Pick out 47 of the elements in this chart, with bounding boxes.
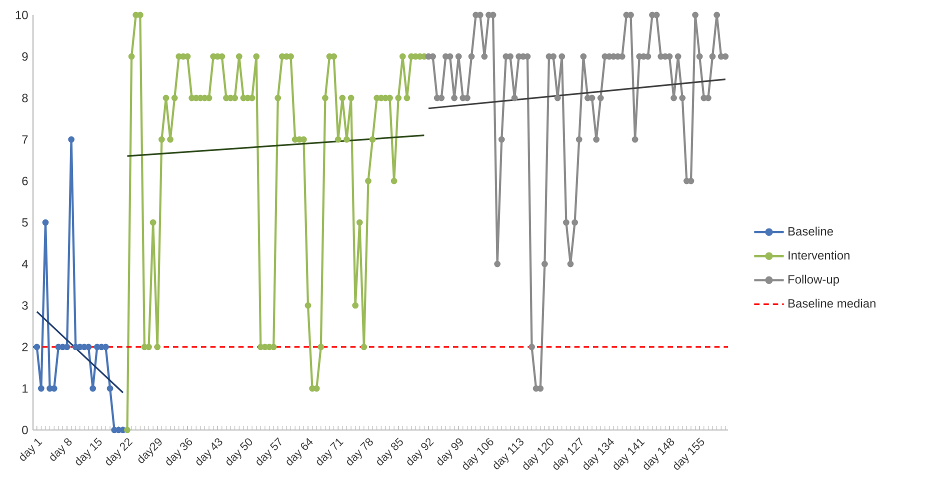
x-tick-label: day 127 <box>553 437 583 470</box>
x-tick-label: day 36 <box>166 438 192 466</box>
legend-label: Follow-up <box>788 274 840 286</box>
x-tick-label: day 99 <box>437 438 463 466</box>
x-tick-label: day 134 <box>583 438 614 470</box>
x-tick-label: day 71 <box>316 438 344 466</box>
point <box>106 385 114 392</box>
point <box>102 344 109 350</box>
legend-label: Baseline <box>788 226 834 236</box>
x-tick-label: day 120 <box>523 438 554 470</box>
y-tick-label: 1 <box>22 384 28 393</box>
x-tick-label: day 57 <box>256 437 282 466</box>
point <box>38 385 44 392</box>
x-tick-label: day 15 <box>76 438 102 466</box>
x-tick-label: day 50 <box>226 438 252 466</box>
y-tick-label: 8 <box>22 94 28 102</box>
y-tick-label: 6 <box>22 176 28 186</box>
y-tick-label: 3 <box>22 301 28 310</box>
x-tick-label: day 141 <box>614 438 645 470</box>
point <box>85 344 92 350</box>
y-tick-label: 7 <box>22 135 28 144</box>
point <box>42 219 49 226</box>
x-tick-label: day 148 <box>644 438 674 470</box>
x-tick-label: day 106 <box>462 438 494 470</box>
x-tick-label: day 1 <box>20 438 42 461</box>
point <box>68 136 75 143</box>
x-tick-label: day 8 <box>50 438 72 461</box>
y-tick-label: 0 <box>22 426 28 434</box>
y-tick-label: 5 <box>22 218 28 227</box>
point <box>90 385 96 392</box>
x-tick-label: day 85 <box>377 438 403 466</box>
x-tick-label: day 43 <box>196 438 222 466</box>
x-tick-label: day 155 <box>674 438 704 470</box>
point <box>64 344 70 350</box>
point <box>50 385 58 392</box>
x-tick-label: day 92 <box>407 438 434 466</box>
y-tick-label: 2 <box>22 342 28 352</box>
x-tick-label: day 22 <box>106 438 133 466</box>
x-tick-label: day 78 <box>346 438 373 466</box>
x-tick-label: day 113 <box>494 438 524 470</box>
legend-label: Baseline median <box>788 298 876 308</box>
legend-label: Intervention <box>788 250 850 260</box>
y-tick-label: 10 <box>16 10 28 20</box>
y-tick-label: 4 <box>22 260 28 268</box>
point <box>34 344 40 350</box>
x-tick-label: day 64 <box>286 438 313 466</box>
y-tick-label: 9 <box>22 52 28 61</box>
